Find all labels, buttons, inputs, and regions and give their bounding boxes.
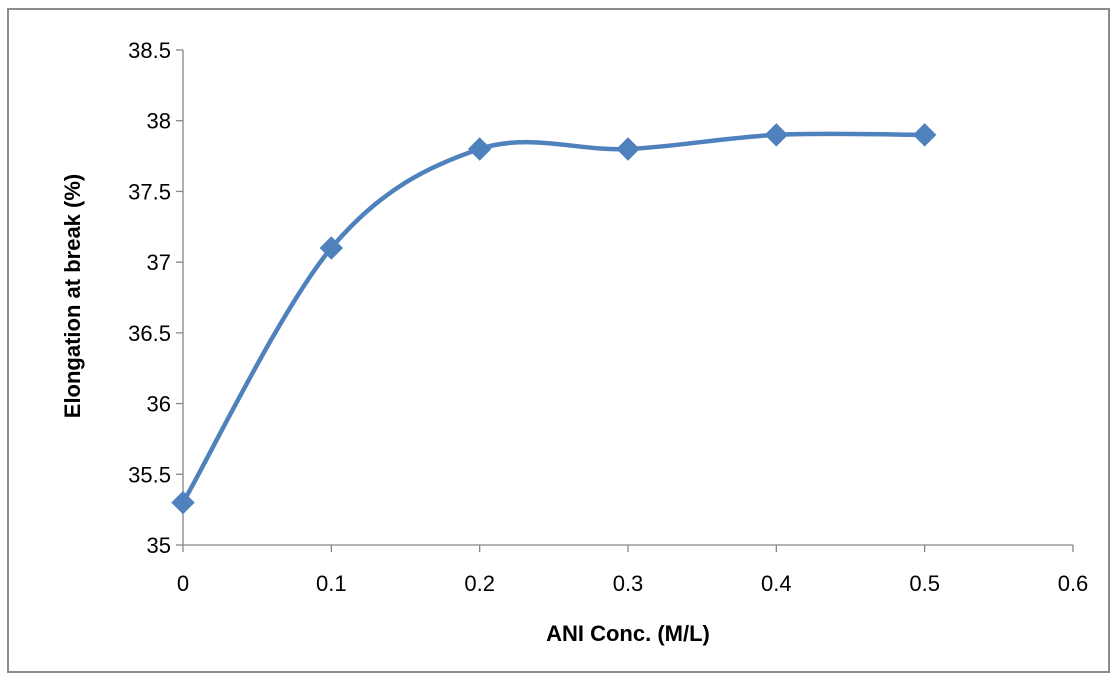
y-tick-label: 35 [147, 533, 171, 558]
series-layer [171, 123, 937, 515]
data-point-diamond [319, 236, 344, 260]
y-tick-label: 36.5 [128, 321, 171, 346]
x-tick-label: 0.6 [1058, 571, 1089, 596]
data-point-diamond [764, 123, 789, 147]
x-tick-label: 0 [177, 571, 189, 596]
x-tick-label: 0.5 [909, 571, 940, 596]
data-point-diamond [467, 137, 492, 161]
x-tick-label: 0.2 [464, 571, 495, 596]
x-tick-label: 0.3 [613, 571, 644, 596]
data-point-diamond [616, 137, 640, 161]
x-tick-label: 0.4 [761, 571, 792, 596]
y-tick-label: 35.5 [128, 462, 171, 487]
y-axis-title: Elongation at break (%) [60, 174, 85, 418]
y-tick-label: 38 [147, 109, 171, 134]
x-tick-label: 0.1 [316, 571, 347, 596]
y-tick-label: 37 [147, 250, 171, 275]
y-tick-label: 37.5 [128, 179, 171, 204]
chart-frame [7, 8, 1110, 673]
axes: 35 35.5 36 36.5 37 37.5 38 38.5 0 0.1 0.2 0.3 0.4 0.5… [128, 38, 1088, 596]
x-axis-title: ANI Conc. (M/L) [546, 621, 710, 646]
data-point-diamond [171, 490, 195, 515]
data-point-diamond [912, 123, 937, 147]
y-tick-label: 38.5 [128, 38, 171, 63]
y-tick-label: 36 [147, 392, 171, 417]
series-line [180, 131, 927, 505]
